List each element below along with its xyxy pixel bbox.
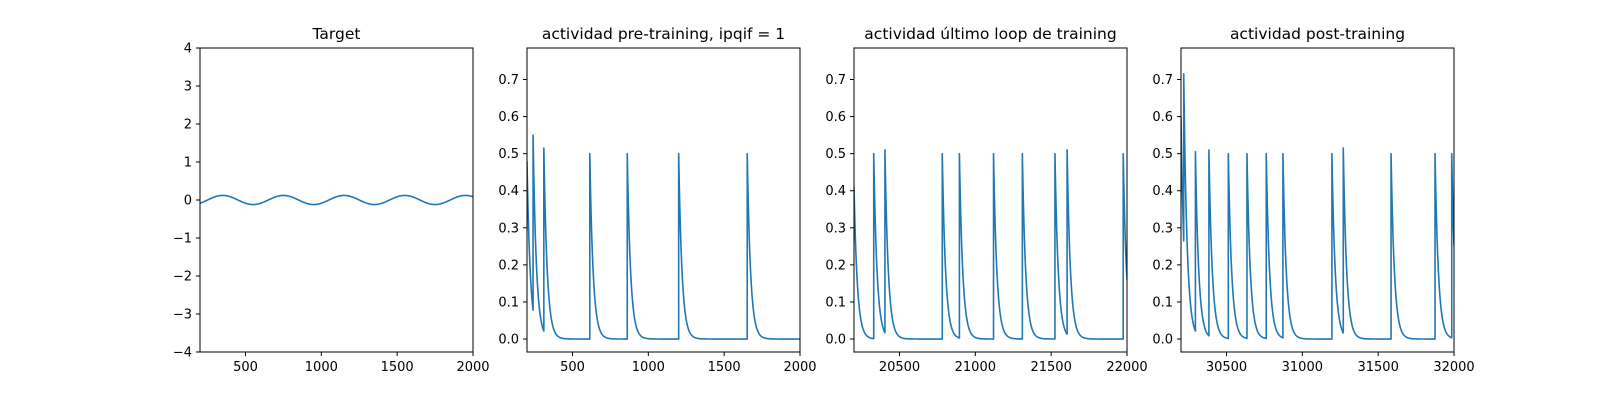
x-tick-label: 21500 — [1030, 360, 1071, 375]
y-tick-label: 0.1 — [1152, 295, 1173, 310]
y-tick-label: 4 — [184, 42, 192, 57]
x-tick-label: 30500 — [1206, 360, 1247, 375]
series-line — [200, 194, 473, 206]
axes-frame — [853, 47, 1128, 353]
y-tick-label: −2 — [173, 270, 192, 285]
x-tick-label: 32000 — [1433, 360, 1474, 375]
y-tick-label: 0.3 — [1152, 221, 1173, 236]
y-tick-label: 0.0 — [1152, 333, 1173, 348]
x-tick-label: 21000 — [955, 360, 996, 375]
x-tick-label: 31000 — [1282, 360, 1323, 375]
x-tick-label: 2000 — [783, 360, 816, 375]
x-tick-label: 22000 — [1106, 360, 1147, 375]
y-tick-label: 0.5 — [498, 147, 519, 162]
y-tick-label: 3 — [184, 80, 192, 95]
x-tick-label: 1500 — [708, 360, 741, 375]
y-tick-label: 0.0 — [498, 333, 519, 348]
panel-post-training: actividad post-training 30500 31000 31500 3… — [1152, 25, 1474, 375]
panel-target: Target 500 1000 1500 2000 −4 −3 −2 −1 0 1 2 3 4 — [173, 25, 490, 375]
series-line — [1181, 73, 1454, 340]
plot-area: 500 1000 1500 2000 0.0 0.1 0.2 0.3 0.4 0.5 0.6 0.7 — [498, 47, 817, 375]
x-tick-label: 31500 — [1357, 360, 1398, 375]
x-tick-label: 1000 — [632, 360, 665, 375]
y-tick-label: 0.2 — [1152, 258, 1173, 273]
x-tick-label: 1500 — [381, 360, 414, 375]
y-tick-label: 0.3 — [498, 221, 519, 236]
y-tick-label: 0.7 — [498, 73, 519, 88]
y-tick-label: 0.7 — [825, 73, 846, 88]
y-tick-label: 0.5 — [825, 147, 846, 162]
y-tick-label: 2 — [184, 118, 192, 133]
y-tick-label: 0.2 — [498, 258, 519, 273]
series-line — [527, 134, 800, 340]
y-tick-label: 0.6 — [498, 110, 519, 125]
panel-title: actividad pre-training, ipqif = 1 — [542, 25, 785, 43]
plot-area: 30500 31000 31500 32000 0.0 0.1 0.2 0.3 0.4 0.5 0.… — [1152, 47, 1475, 375]
y-tick-label: 0.3 — [825, 221, 846, 236]
y-tick-label: 0.7 — [1152, 73, 1173, 88]
y-tick-label: 0.4 — [1152, 184, 1173, 199]
plot-area: 500 1000 1500 2000 −4 −3 −2 −1 0 1 2 3 4 — [173, 42, 490, 376]
x-tick-label: 1000 — [305, 360, 338, 375]
x-tick-label: 20500 — [879, 360, 920, 375]
y-tick-label: −3 — [173, 308, 192, 323]
panel-pre-training: actividad pre-training, ipqif = 1 500 100… — [498, 25, 816, 375]
x-tick-label: 500 — [233, 360, 258, 375]
y-tick-label: −1 — [173, 232, 192, 247]
y-tick-label: 0.4 — [825, 184, 846, 199]
y-tick-label: 0.4 — [498, 184, 519, 199]
axes-frame — [526, 47, 801, 353]
y-tick-label: 0 — [184, 194, 192, 209]
plot-area: 20500 21000 21500 22000 0.0 0.1 0.2 0.3 0.4 0.5 0.… — [825, 47, 1148, 375]
y-tick-label: 0.6 — [1152, 110, 1173, 125]
series-line — [854, 149, 1127, 340]
panel-last-training-loop: actividad último loop de training 20500 2… — [825, 25, 1147, 375]
panel-title: actividad post-training — [1230, 25, 1405, 43]
x-tick-label: 2000 — [456, 360, 489, 375]
panel-title: Target — [312, 25, 361, 43]
y-tick-label: 0.2 — [825, 258, 846, 273]
y-tick-label: 0.1 — [498, 295, 519, 310]
panel-title: actividad último loop de training — [864, 25, 1116, 43]
axes-frame — [1180, 47, 1455, 353]
y-tick-label: 0.6 — [825, 110, 846, 125]
y-tick-label: 0.5 — [1152, 147, 1173, 162]
x-tick-label: 500 — [560, 360, 585, 375]
y-tick-label: 1 — [184, 156, 192, 171]
y-tick-label: −4 — [173, 346, 192, 361]
y-tick-label: 0.0 — [825, 333, 846, 348]
y-tick-label: 0.1 — [825, 295, 846, 310]
